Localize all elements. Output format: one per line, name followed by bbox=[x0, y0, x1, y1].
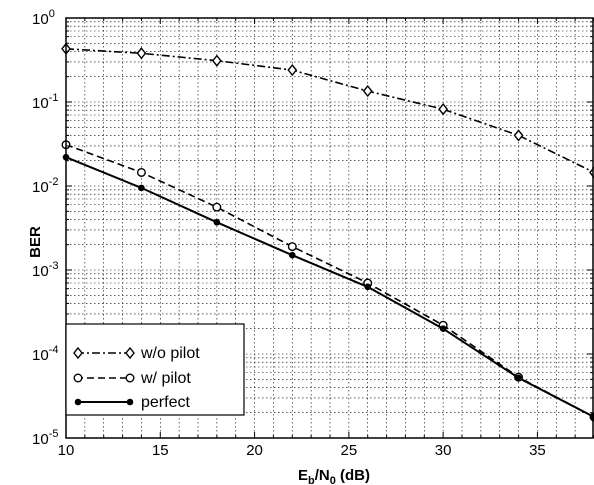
y-tick-label: 100 bbox=[32, 8, 55, 28]
data-point-perfect bbox=[515, 374, 522, 382]
legend-label-perfect: perfect bbox=[141, 394, 190, 411]
data-point-wo-pilot bbox=[211, 54, 222, 67]
data-point-wo-pilot bbox=[287, 63, 298, 77]
x-tick-label: 10 bbox=[58, 442, 75, 459]
y-tick-label: 10-4 bbox=[32, 344, 58, 364]
legend-samples bbox=[73, 346, 135, 406]
x-axis-label-unit: (dB) bbox=[336, 467, 370, 484]
y-tick-label: 10-3 bbox=[32, 260, 58, 280]
data-point-perfect bbox=[288, 251, 296, 259]
y-tick-label: 10-1 bbox=[32, 92, 58, 112]
legend-marker-w-pilot bbox=[125, 373, 135, 383]
x-axis-label-n: /N bbox=[315, 467, 330, 484]
x-tick-label: 20 bbox=[246, 442, 263, 459]
series-line-perfect bbox=[65, 156, 594, 418]
x-axis-label-e: E bbox=[298, 467, 308, 484]
x-tick-label: 35 bbox=[529, 442, 546, 459]
data-point-wo-pilot bbox=[362, 84, 373, 98]
data-point-wo-pilot bbox=[513, 129, 524, 142]
y-tick-labels: 10-5 10-4 10-3 10-2 10-1 100 bbox=[32, 8, 58, 448]
data-point-perfect bbox=[213, 218, 221, 226]
data-point-perfect bbox=[138, 184, 145, 192]
legend-marker-perfect bbox=[74, 398, 82, 406]
legend: w/o pilot w/ pilot perfect bbox=[65, 323, 245, 416]
legend-marker-perfect bbox=[126, 398, 134, 406]
series-line-wo-pilot bbox=[65, 48, 594, 174]
x-tick-label: 25 bbox=[341, 442, 358, 459]
y-tick-label: 10-5 bbox=[32, 428, 58, 448]
legend-label-wo-pilot: w/o pilot bbox=[140, 345, 200, 362]
data-point-perfect bbox=[439, 325, 447, 333]
x-axis-label-sub-0: 0 bbox=[330, 475, 336, 485]
legend-marker-wo-pilot bbox=[125, 346, 135, 360]
legend-box bbox=[65, 323, 245, 416]
data-point-w-pilot bbox=[287, 242, 297, 252]
x-tick-labels: 10 15 20 25 30 35 bbox=[58, 442, 546, 459]
data-point-wo-pilot bbox=[438, 103, 449, 116]
data-point-w-pilot bbox=[136, 167, 146, 177]
y-tick-label: 10-2 bbox=[32, 176, 58, 196]
legend-marker-wo-pilot bbox=[73, 346, 83, 360]
y-axis-label: BER bbox=[27, 226, 44, 258]
x-axis-label: Eb/N0 (dB) bbox=[298, 467, 370, 485]
data-point-w-pilot bbox=[212, 202, 222, 212]
data-point-wo-pilot bbox=[136, 47, 147, 60]
data-point-perfect bbox=[364, 283, 372, 291]
legend-marker-w-pilot bbox=[73, 373, 83, 383]
series-group bbox=[61, 42, 594, 422]
x-tick-label: 15 bbox=[152, 442, 169, 459]
x-axis-label-sub-b: b bbox=[308, 475, 315, 485]
legend-label-w-pilot: w/ pilot bbox=[140, 370, 191, 387]
x-tick-label: 30 bbox=[435, 442, 452, 459]
